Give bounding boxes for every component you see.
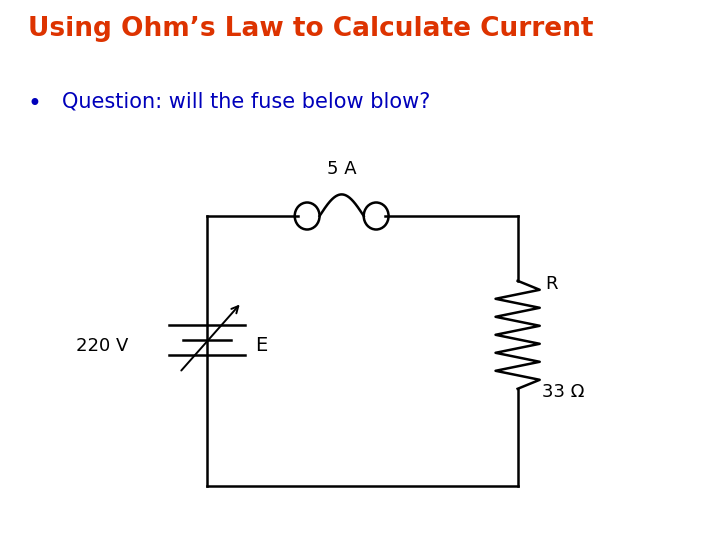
Text: 5 A: 5 A	[327, 160, 356, 178]
Text: 33 Ω: 33 Ω	[541, 383, 584, 401]
Text: Question: will the fuse below blow?: Question: will the fuse below blow?	[62, 92, 431, 112]
Text: Using Ohm’s Law to Calculate Current: Using Ohm’s Law to Calculate Current	[27, 16, 593, 42]
Text: E: E	[256, 336, 268, 355]
Text: •: •	[27, 92, 42, 116]
Text: 220 V: 220 V	[76, 336, 128, 355]
Text: R: R	[545, 275, 558, 293]
